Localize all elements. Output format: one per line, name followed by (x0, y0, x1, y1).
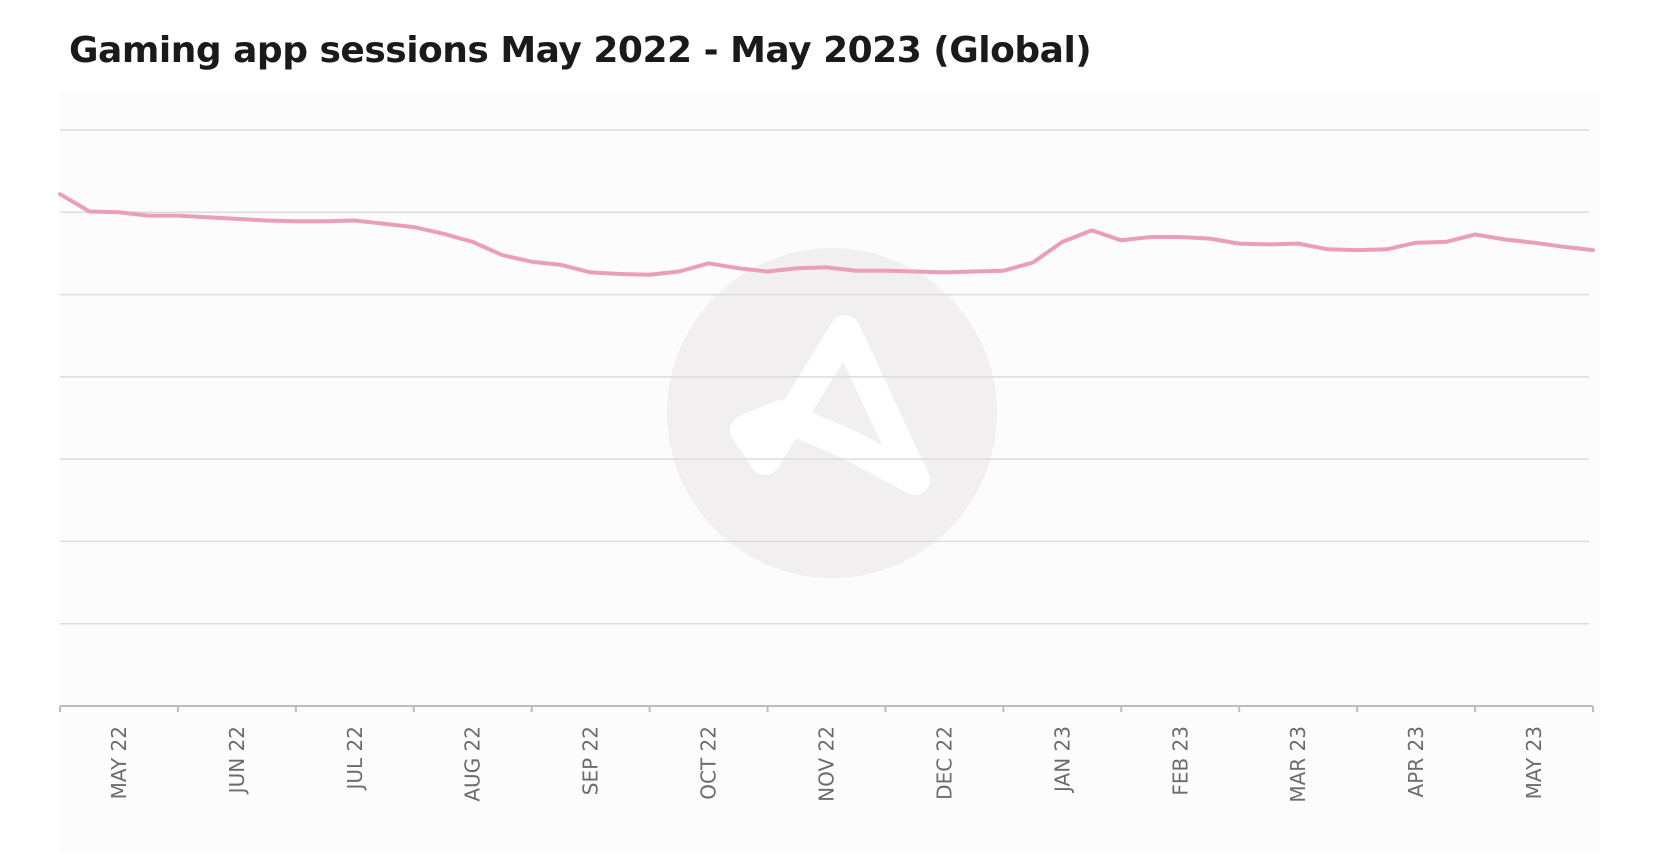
data-point (264, 218, 268, 223)
data-point (1060, 240, 1064, 244)
data-point (1561, 245, 1566, 249)
data-point (1149, 235, 1153, 239)
data-point (1591, 248, 1595, 252)
data-point (648, 273, 652, 277)
data-point (589, 270, 593, 274)
data-point (736, 266, 740, 270)
data-point (1443, 240, 1448, 244)
data-point (353, 218, 357, 223)
data-point (471, 240, 475, 244)
x-tick-label: DEC 22 (932, 726, 956, 800)
data-point (559, 263, 563, 267)
data-point (677, 269, 681, 274)
data-point (795, 266, 799, 270)
data-point (1267, 242, 1271, 246)
data-point (618, 272, 622, 276)
data-point (1355, 248, 1359, 252)
data-point (854, 269, 858, 273)
data-point (1090, 228, 1094, 232)
data-point (972, 269, 976, 274)
data-point (146, 213, 151, 218)
data-point (765, 269, 770, 274)
data-point (942, 270, 947, 274)
data-point (1414, 241, 1418, 245)
x-tick-label: MAY 22 (107, 726, 131, 799)
data-point (1031, 260, 1035, 265)
data-point (294, 219, 298, 223)
data-point (176, 213, 180, 218)
data-point (1119, 238, 1123, 242)
data-point (913, 269, 917, 274)
data-point (1237, 241, 1241, 246)
data-point (883, 269, 888, 273)
x-tick-label: OCT 22 (697, 726, 721, 800)
data-point (1326, 247, 1330, 251)
x-axis: MAY 22 JUN 22 JUL 22 AUG 22 SEP 22 OCT 22 NOV … (59, 705, 1594, 803)
x-tick-label: JUL 22 (343, 726, 367, 792)
x-tick-label: APR 23 (1404, 726, 1428, 797)
data-point (1208, 237, 1212, 241)
data-point (530, 260, 534, 264)
x-tick-label: JUN 22 (225, 726, 249, 795)
data-point (1296, 241, 1300, 246)
x-tick-label: JAN 23 (1050, 726, 1074, 794)
x-tick-label: MAY 23 (1522, 726, 1546, 799)
data-point (1473, 232, 1477, 237)
x-tick-label: FEB 23 (1168, 726, 1192, 796)
logo-watermark (667, 248, 997, 578)
x-tick-label: NOV 22 (815, 726, 839, 802)
gridlines (60, 129, 1589, 625)
data-point (1502, 237, 1507, 242)
data-point (205, 215, 210, 219)
data-point (58, 192, 62, 196)
data-point (824, 265, 829, 270)
data-point (1178, 235, 1182, 239)
data-point (441, 232, 445, 236)
x-tick-label: SEP 22 (579, 726, 603, 795)
data-point (1001, 269, 1005, 273)
series-layer (58, 192, 1595, 277)
data-point (235, 217, 239, 221)
data-point (706, 261, 711, 265)
data-point (382, 222, 386, 226)
x-tick-label: MAR 23 (1286, 726, 1310, 803)
chart-title: Gaming app sessions May 2022 - May 2023 … (69, 30, 1092, 71)
data-point (500, 253, 504, 257)
data-point (323, 219, 327, 223)
data-point (1385, 247, 1389, 251)
data-point (412, 225, 416, 229)
data-point (1532, 241, 1536, 245)
data-point (117, 210, 121, 214)
x-tick-label: AUG 22 (461, 726, 485, 802)
data-point (87, 209, 92, 214)
